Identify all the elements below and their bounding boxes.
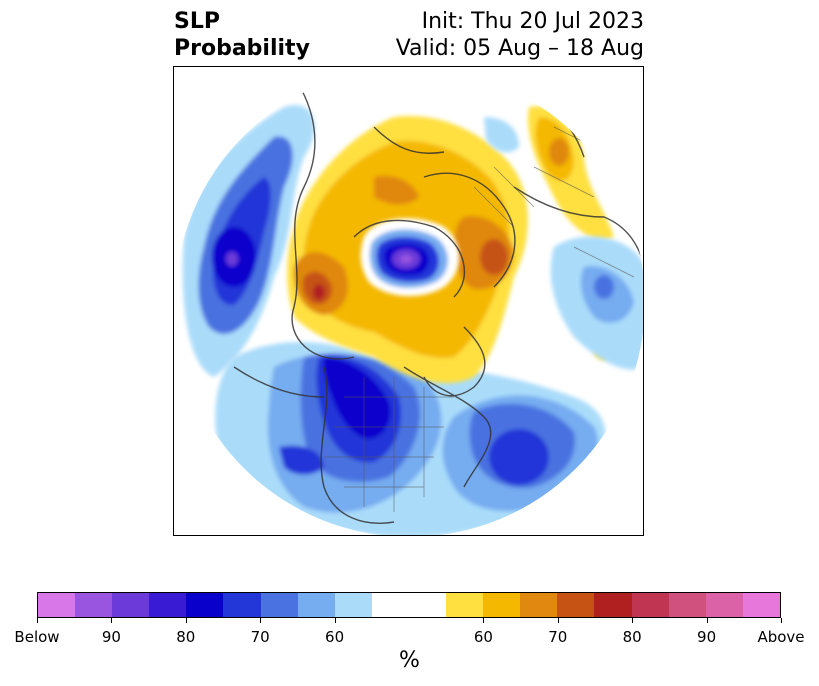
colorbar-tick-label: 80 bbox=[176, 628, 196, 646]
colorbar-tick-label: 60 bbox=[473, 628, 493, 646]
colorbar-segment bbox=[668, 593, 706, 617]
colorbar-segment bbox=[75, 593, 113, 617]
colorbar-tick-label: 60 bbox=[325, 628, 345, 646]
title-line-1: SLP bbox=[174, 9, 220, 34]
pacific-below-anomaly bbox=[182, 105, 315, 377]
colorbar-segment bbox=[297, 593, 335, 617]
colorbar-tick-label: Below bbox=[14, 628, 60, 646]
colorbar-tick-label: 90 bbox=[697, 628, 717, 646]
forecast-dates: Init: Thu 20 Jul 2023 Valid: 05 Aug – 18… bbox=[396, 8, 644, 62]
colorbar-segment bbox=[520, 593, 558, 617]
colorbar-tick-mark bbox=[483, 618, 485, 623]
colorbar-tick-label: Above bbox=[757, 628, 805, 646]
init-date: Init: Thu 20 Jul 2023 bbox=[421, 9, 644, 34]
colorbar-segment bbox=[334, 593, 372, 617]
colorbar-tick-mark bbox=[632, 618, 634, 623]
colorbar-segment bbox=[483, 593, 521, 617]
colorbar-tick-mark bbox=[111, 618, 113, 623]
colorbar-segment bbox=[446, 593, 484, 617]
colorbar bbox=[37, 592, 781, 618]
country-borders bbox=[324, 126, 635, 512]
colorbar-segment bbox=[223, 593, 261, 617]
valid-range: Valid: 05 Aug – 18 Aug bbox=[395, 36, 644, 61]
colorbar-tick-mark bbox=[334, 618, 336, 623]
colorbar-segment bbox=[371, 593, 409, 617]
colorbar-tick-mark bbox=[706, 618, 708, 623]
europe-below-anomaly bbox=[484, 117, 643, 370]
colorbar-tick-mark bbox=[37, 618, 38, 623]
colorbar-segment bbox=[705, 593, 743, 617]
colorbar-tick-mark bbox=[557, 618, 559, 623]
colorbar-segment bbox=[631, 593, 669, 617]
arctic-above-anomaly bbox=[287, 116, 528, 384]
title-line-2: Probability bbox=[174, 36, 310, 61]
colorbar-tick-mark bbox=[781, 618, 782, 623]
colorbar-tick-mark bbox=[185, 618, 187, 623]
atlantic-below-anomaly bbox=[442, 395, 598, 511]
colorbar-segment bbox=[112, 593, 150, 617]
colorbar-segment bbox=[557, 593, 595, 617]
polar-below-anomaly bbox=[360, 218, 459, 297]
colorbar-unit-label: % bbox=[399, 648, 420, 673]
colorbar-segment bbox=[38, 593, 76, 617]
map-title: SLP Probability bbox=[174, 8, 310, 62]
colorbar-segment bbox=[149, 593, 187, 617]
colorbar-tick-label: 80 bbox=[622, 628, 642, 646]
colorbar-tick-mark bbox=[260, 618, 262, 623]
colorbar-segment bbox=[742, 593, 780, 617]
map-panel bbox=[173, 66, 644, 536]
colorbar-tick-label: 70 bbox=[250, 628, 270, 646]
colorbar-tick-label: 90 bbox=[101, 628, 121, 646]
colorbar-segment bbox=[408, 593, 447, 617]
colorbar-segment bbox=[594, 593, 632, 617]
coastlines bbox=[233, 76, 643, 524]
probability-map bbox=[175, 67, 643, 535]
colorbar-segment bbox=[186, 593, 224, 617]
colorbar-tick-label: 70 bbox=[548, 628, 568, 646]
colorbar-segment bbox=[260, 593, 298, 617]
